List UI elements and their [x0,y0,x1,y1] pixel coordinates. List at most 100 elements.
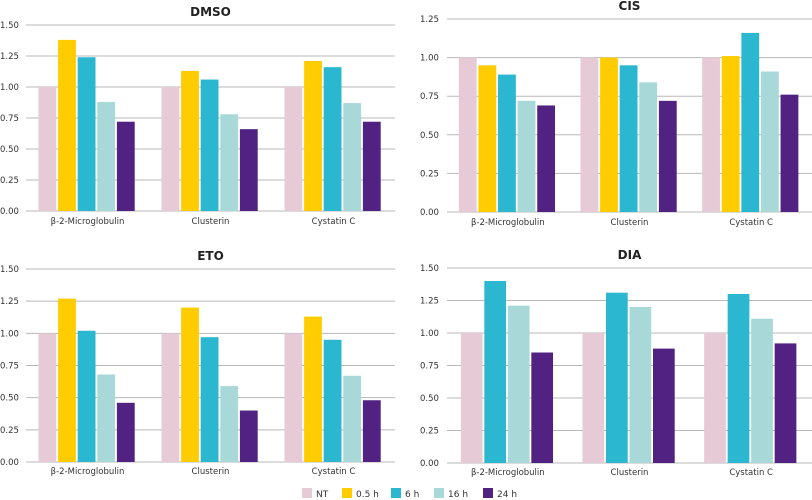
bar-6h [498,74,516,212]
bar-6h [77,330,96,462]
legend-item: 24 h [483,488,517,500]
bar-24h [531,352,554,463]
bar-6h [727,294,750,463]
bar-NT [704,333,726,463]
panel-title: DIA [618,248,642,262]
bar-6h [200,79,219,211]
y-tick-label: 0.75 [420,92,439,102]
category-label: β-2-Microglobulin [51,217,125,227]
bar-6h [323,339,342,462]
bar-16h [220,114,239,211]
bar-24h [116,121,135,211]
bar-24h [537,105,556,212]
bar-NT [582,333,605,463]
category-label: Clusterin [192,217,230,227]
bar-05h [304,60,322,212]
y-tick-label: 0.00 [420,459,439,469]
bar-16h [507,305,530,463]
bar-05h [181,70,199,211]
legend-swatch [302,488,312,498]
category-label: Clusterin [611,468,649,478]
bar-24h [116,402,135,462]
y-tick-label: 1.25 [420,297,439,307]
bar-05h [181,307,199,462]
legend-swatch [434,488,444,498]
legend-swatch [342,488,352,498]
panel-title: DMSO [190,5,231,19]
y-tick-label: 0.00 [0,458,19,468]
legend: NT 0.5 h 6 h 16 h 24 h [302,488,517,500]
y-tick-label: 0.25 [0,426,19,436]
legend-label: 6 h [405,490,419,500]
bar-NT [458,57,477,212]
y-tick-label: 1.25 [0,52,19,62]
bar-6h [484,281,507,463]
category-label: β-2-Microglobulin [471,468,545,478]
bar-05h [304,316,322,462]
category-label: Cystatin C [729,468,773,478]
y-tick-label: 1.50 [420,264,439,274]
legend-label: 16 h [448,490,468,500]
bar-24h [362,400,381,462]
bar-05h [58,298,76,462]
y-tick-label: 0.25 [0,176,19,186]
y-tick-label: 1.25 [420,15,439,25]
bar-16h [97,374,116,462]
bar-24h [362,121,381,211]
bar-NT [580,57,599,212]
y-tick-label: 1.25 [0,297,19,307]
y-tick-label: 1.00 [0,329,19,339]
panel-eto: ETO 0.00 0.25 0.50 0.75 1.00 1.25 1.50 β-2-Micro… [0,249,395,477]
bar-05h [600,57,618,212]
category-label: Cystatin C [312,467,356,477]
bar-16h [517,100,536,212]
bar-NT [460,333,483,463]
legend-item: 0.5 h [342,488,379,500]
panel-cis: CIS 0.00 0.25 0.50 0.75 1.00 1.25 β-2-Microglob… [420,0,812,228]
y-tick-label: 1.50 [0,21,19,31]
bar-16h [343,103,362,211]
bar-NT [38,333,57,462]
bar-NT [38,87,57,211]
bar-6h [619,65,638,212]
legend-item: 16 h [434,488,468,500]
y-tick-label: 0.25 [420,427,439,437]
bar-16h [751,318,773,463]
bar-24h [780,94,799,212]
category-label: Clusterin [611,218,649,228]
bar-05h [721,56,740,212]
bar-16h [343,375,362,462]
bar-16h [220,386,239,462]
y-tick-label: 0.00 [0,207,19,217]
y-tick-label: 0.25 [420,169,439,179]
y-tick-label: 0.75 [0,114,19,124]
bar-24h [774,343,797,463]
bar-NT [284,333,303,462]
bar-24h [239,129,258,211]
y-tick-label: 0.75 [0,362,19,372]
y-tick-label: 1.00 [420,329,439,339]
legend-label: NT [316,490,329,500]
legend-swatch [391,488,401,498]
y-tick-label: 1.00 [420,54,439,64]
y-tick-label: 0.50 [0,394,19,404]
bar-05h [478,65,497,212]
panel-title: ETO [197,249,224,263]
panel-dmso: DMSO 0.00 0.25 0.50 0.75 1.00 1.25 1.50 β-2-Micr… [0,5,395,227]
legend-item: NT [302,488,329,500]
bar-NT [702,57,720,212]
panel-dia: DIA 0.00 0.25 0.50 0.75 1.00 1.25 1.50 β-2-Micro… [420,248,812,478]
y-tick-label: 0.75 [420,362,439,372]
bar-16h [760,71,779,212]
legend-item: 6 h [391,488,419,500]
y-tick-label: 1.50 [0,265,19,275]
category-label: Clusterin [192,467,230,477]
bar-16h [639,82,658,212]
y-tick-label: 0.00 [420,208,439,218]
bar-24h [653,348,675,463]
bar-6h [741,32,760,213]
category-label: Cystatin C [312,217,356,227]
y-tick-label: 0.50 [420,131,439,141]
bar-16h [97,101,116,211]
